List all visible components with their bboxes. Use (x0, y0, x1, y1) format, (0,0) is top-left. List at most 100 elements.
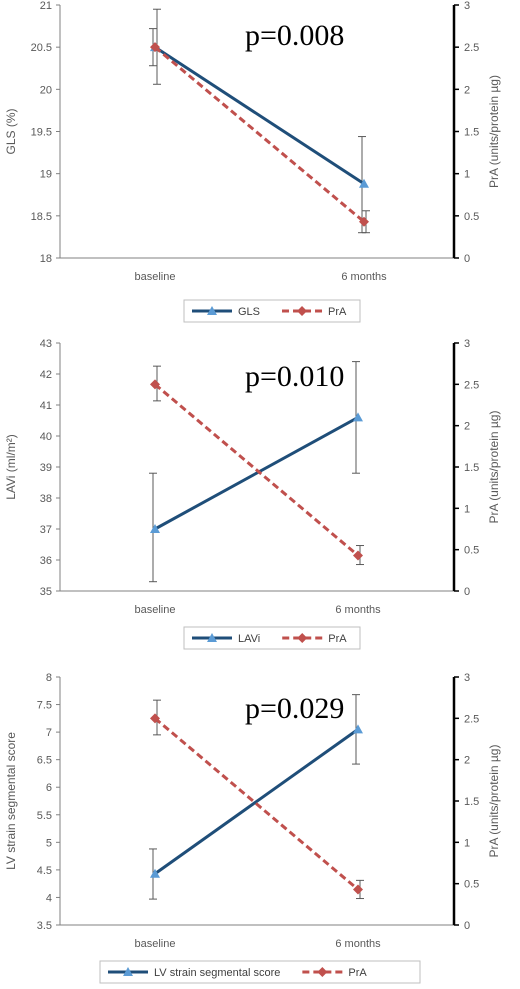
data-point-diamond (359, 216, 369, 227)
y-tick-label: 20 (40, 84, 52, 96)
y2-tick-label: 2 (464, 84, 470, 96)
y-tick-label: 7.5 (37, 700, 52, 712)
y2-tick-label: 1 (464, 503, 470, 515)
data-point-triangle (359, 178, 369, 188)
legend-label: PrA (328, 306, 347, 318)
y-tick-label: 36 (40, 555, 52, 567)
legend-label: PrA (348, 967, 367, 979)
y2-tick-label: 0.5 (464, 879, 479, 891)
chart-panel-2: 35 36 37 38 39 40 41 42 43 0 0.5 1 1.5 2 2.5 3 baseline 6… (4, 338, 501, 650)
y-tick-label: 6 (46, 782, 52, 794)
series-pra (150, 365, 364, 566)
y2-axis-title: PrA (units/protein µg) (487, 411, 501, 524)
series-pra (150, 8, 370, 234)
y2-tick-label: 0 (464, 586, 470, 598)
legend: GLS PrA (183, 299, 361, 323)
y2-tick-label: 2.5 (464, 713, 479, 725)
y-tick-label: 4.5 (37, 865, 52, 877)
y-tick-label: 7 (46, 727, 52, 739)
y-tick-label: 5 (46, 837, 52, 849)
x-tick-label: 6 months (335, 604, 381, 616)
legend-marker-triangle (207, 306, 217, 315)
series-line (154, 383, 359, 557)
y-tick-label: 20.5 (31, 42, 52, 54)
data-point-diamond (353, 550, 363, 561)
y2-tick-label: 1.5 (464, 462, 479, 474)
y-tick-label: 18.5 (31, 211, 52, 223)
legend-box (99, 960, 421, 984)
chart-panel-3: 3.5 4 4.5 5 5.5 6 6.5 7 7.5 8 0 0.5 1 1.5 2 2.5 3 baselin… (4, 672, 501, 984)
legend-box (183, 299, 361, 323)
legend-label: GLS (238, 306, 260, 318)
legend-marker-diamond (297, 633, 308, 643)
p-value-annotation: p=0.010 (245, 360, 344, 393)
series-line (154, 45, 365, 186)
y2-tick-label: 2.5 (464, 379, 479, 391)
y2-tick-label: 3 (464, 338, 470, 350)
legend-label: LAVi (238, 633, 260, 645)
legend-marker-triangle (123, 967, 133, 976)
y2-tick-label: 1.5 (464, 796, 479, 808)
y2-tick-label: 0.5 (464, 211, 479, 223)
chart-panel-1: 18 18.5 19 19.5 20 20.5 21 0 0.5 1 1.5 2 2.5 3 baselin… (4, 0, 501, 323)
y2-axis-title: PrA (units/protein µg) (487, 75, 501, 188)
y-tick-label: 37 (40, 524, 52, 536)
legend-marker-triangle (207, 633, 217, 642)
y2-tick-label: 1.5 (464, 127, 479, 139)
series-primary (149, 28, 369, 234)
legend-box (183, 626, 361, 650)
y2-axis-title: PrA (units/protein µg) (487, 745, 501, 858)
y-tick-label: 8 (46, 672, 52, 684)
y-tick-label: 19.5 (31, 127, 52, 139)
series-line (154, 46, 365, 223)
y-tick-label: 3.5 (37, 920, 52, 932)
legend-marker-diamond (297, 306, 308, 316)
y-tick-label: 41 (40, 400, 52, 412)
y2-tick-label: 3 (464, 0, 470, 12)
data-point-triangle (353, 724, 363, 734)
y2-tick-label: 2 (464, 755, 470, 767)
legend-marker-diamond (317, 967, 328, 977)
y2-tick-label: 2.5 (464, 42, 479, 54)
y-tick-label: 5.5 (37, 810, 52, 822)
series-primary (149, 361, 363, 583)
series-pra (150, 699, 364, 900)
y2-tick-label: 1 (464, 837, 470, 849)
legend-label: PrA (328, 633, 347, 645)
data-point-diamond (353, 884, 363, 895)
y2-tick-label: 0.5 (464, 545, 479, 557)
y-tick-label: 39 (40, 462, 52, 474)
y-tick-label: 43 (40, 338, 52, 350)
y2-tick-label: 0 (464, 920, 470, 932)
series-line (154, 717, 359, 891)
x-tick-label: 6 months (341, 271, 387, 283)
p-value-annotation: p=0.029 (245, 692, 344, 725)
y-tick-label: 18 (40, 253, 52, 265)
y-tick-label: 21 (40, 0, 52, 12)
y-tick-label: 42 (40, 369, 52, 381)
series-line (154, 728, 359, 875)
legend: LV strain segmental score PrA (99, 960, 421, 984)
data-point-diamond (150, 42, 160, 53)
x-tick-label: baseline (135, 938, 176, 950)
y-axis-title: LAVi (ml/m²) (4, 434, 18, 500)
series-primary (149, 694, 363, 900)
series-line (154, 416, 359, 531)
x-tick-label: baseline (135, 604, 176, 616)
x-tick-label: 6 months (335, 938, 381, 950)
y-tick-label: 19 (40, 169, 52, 181)
y-tick-label: 38 (40, 493, 52, 505)
y2-tick-label: 0 (464, 253, 470, 265)
y-axis-title: GLS (%) (4, 108, 18, 154)
y-tick-label: 35 (40, 586, 52, 598)
y2-tick-label: 3 (464, 672, 470, 684)
data-point-triangle (150, 524, 160, 533)
legend: LAVi PrA (183, 626, 361, 650)
data-point-diamond (150, 379, 160, 390)
y2-tick-label: 1 (464, 169, 470, 181)
y-axis-title: LV strain segmental score (4, 732, 18, 870)
data-point-triangle (150, 868, 160, 878)
y-tick-label: 40 (40, 431, 52, 443)
y-tick-label: 4 (46, 892, 52, 904)
